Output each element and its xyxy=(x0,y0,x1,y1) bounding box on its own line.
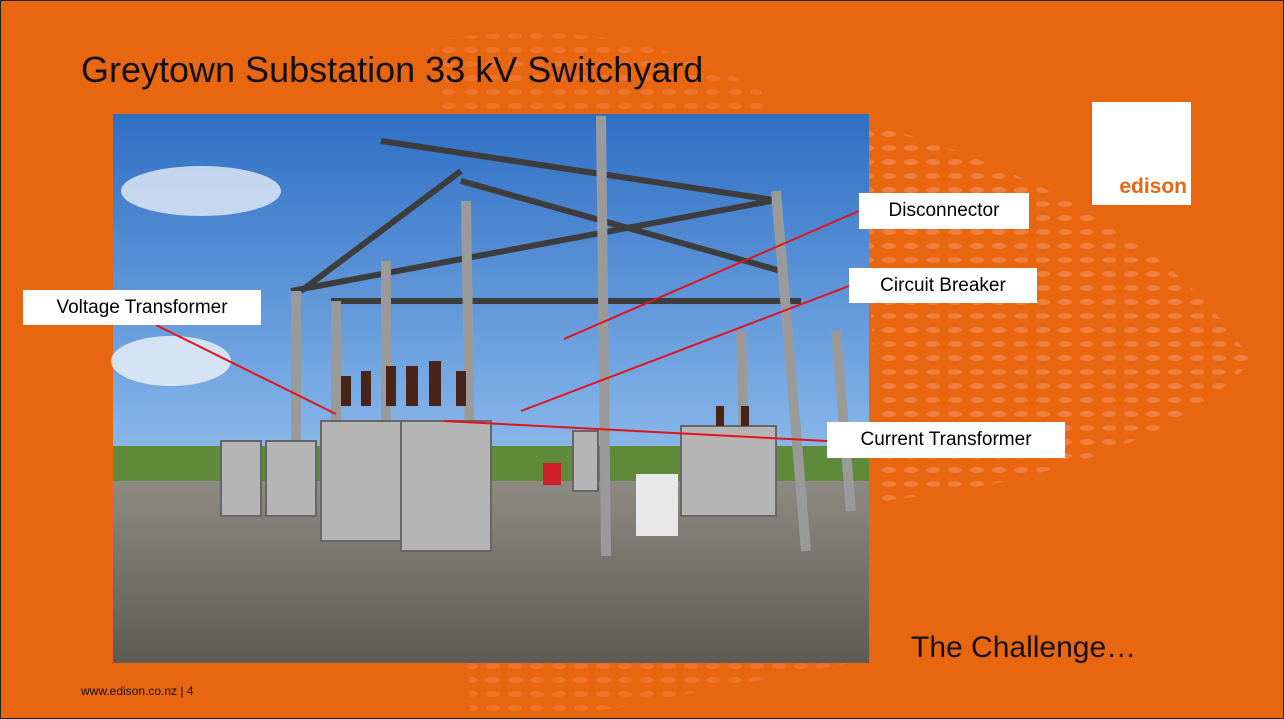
subtitle: The Challenge… xyxy=(911,631,1136,665)
callout-label: Current Transformer xyxy=(827,422,1065,458)
slide: Greytown Substation 33 kV Switchyard Dis… xyxy=(0,0,1284,719)
slide-title: Greytown Substation 33 kV Switchyard xyxy=(81,49,703,91)
photo xyxy=(111,114,869,663)
callout-label: Voltage Transformer xyxy=(23,290,261,325)
footer: www.edison.co.nz | 4 xyxy=(81,684,194,698)
logo-text: edison xyxy=(1092,175,1187,199)
logo: edison xyxy=(1092,102,1191,205)
background-art xyxy=(1,1,1283,718)
callout-label: Circuit Breaker xyxy=(849,268,1037,303)
callout-label: Disconnector xyxy=(859,193,1029,229)
